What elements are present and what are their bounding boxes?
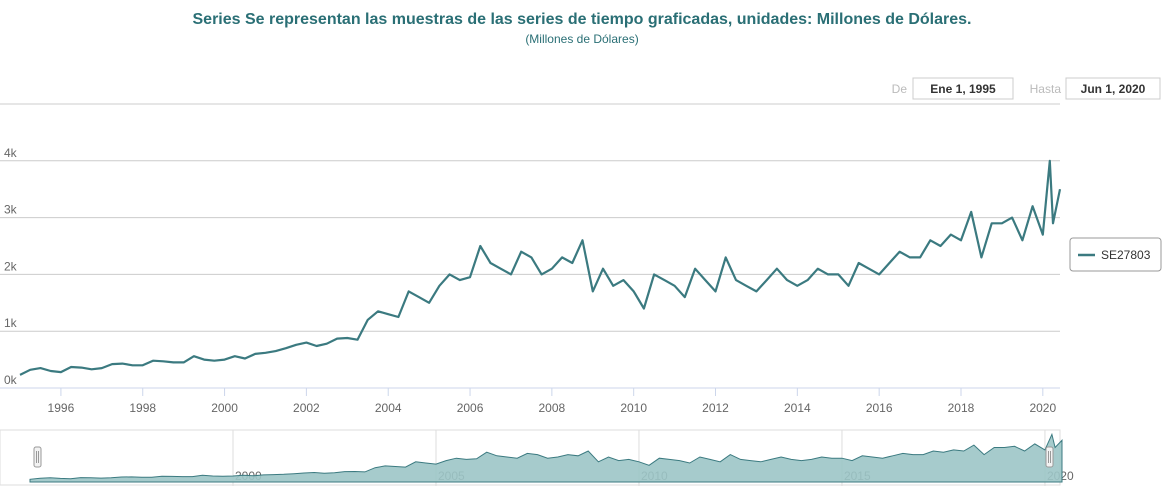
y-tick-label: 2k <box>4 259 18 273</box>
range-to-label: Hasta <box>1030 82 1062 96</box>
navigator-handle[interactable] <box>33 446 42 468</box>
chart-subtitle: (Millones de Dólares) <box>525 32 638 46</box>
navigator-area <box>29 432 1063 483</box>
x-tick-label: 2000 <box>211 401 238 415</box>
y-tick-label: 3k <box>4 203 18 217</box>
x-tick-label: 1996 <box>48 401 75 415</box>
x-tick-label: 2016 <box>866 401 893 415</box>
y-tick-label: 0k <box>4 373 18 387</box>
x-tick-label: 2004 <box>375 401 402 415</box>
series-line <box>19 159 1062 376</box>
chart-title: Series Se representan las muestras de la… <box>193 11 972 28</box>
legend-box <box>1069 237 1162 272</box>
x-tick-label: 2020 <box>1029 401 1056 415</box>
y-tick-label: 1k <box>4 316 18 330</box>
x-tick-label: 2014 <box>784 401 811 415</box>
range-to-input[interactable]: Jun 1, 2020 <box>1081 82 1146 96</box>
x-tick-label: 2012 <box>702 401 729 415</box>
legend-label: SE27803 <box>1101 248 1151 262</box>
navigator-handle[interactable] <box>1045 446 1054 468</box>
x-tick-label: 2018 <box>948 401 975 415</box>
range-from-label: De <box>892 82 908 96</box>
x-tick-label: 2008 <box>539 401 566 415</box>
x-tick-label: 2010 <box>620 401 647 415</box>
range-from-input[interactable]: Ene 1, 1995 <box>930 82 996 96</box>
x-tick-label: 1998 <box>129 401 156 415</box>
range-to-box[interactable] <box>1065 77 1161 100</box>
range-from-box[interactable] <box>912 77 1014 100</box>
x-tick-label: 2006 <box>457 401 484 415</box>
y-tick-label: 4k <box>4 146 18 160</box>
x-tick-label: 2002 <box>293 401 320 415</box>
